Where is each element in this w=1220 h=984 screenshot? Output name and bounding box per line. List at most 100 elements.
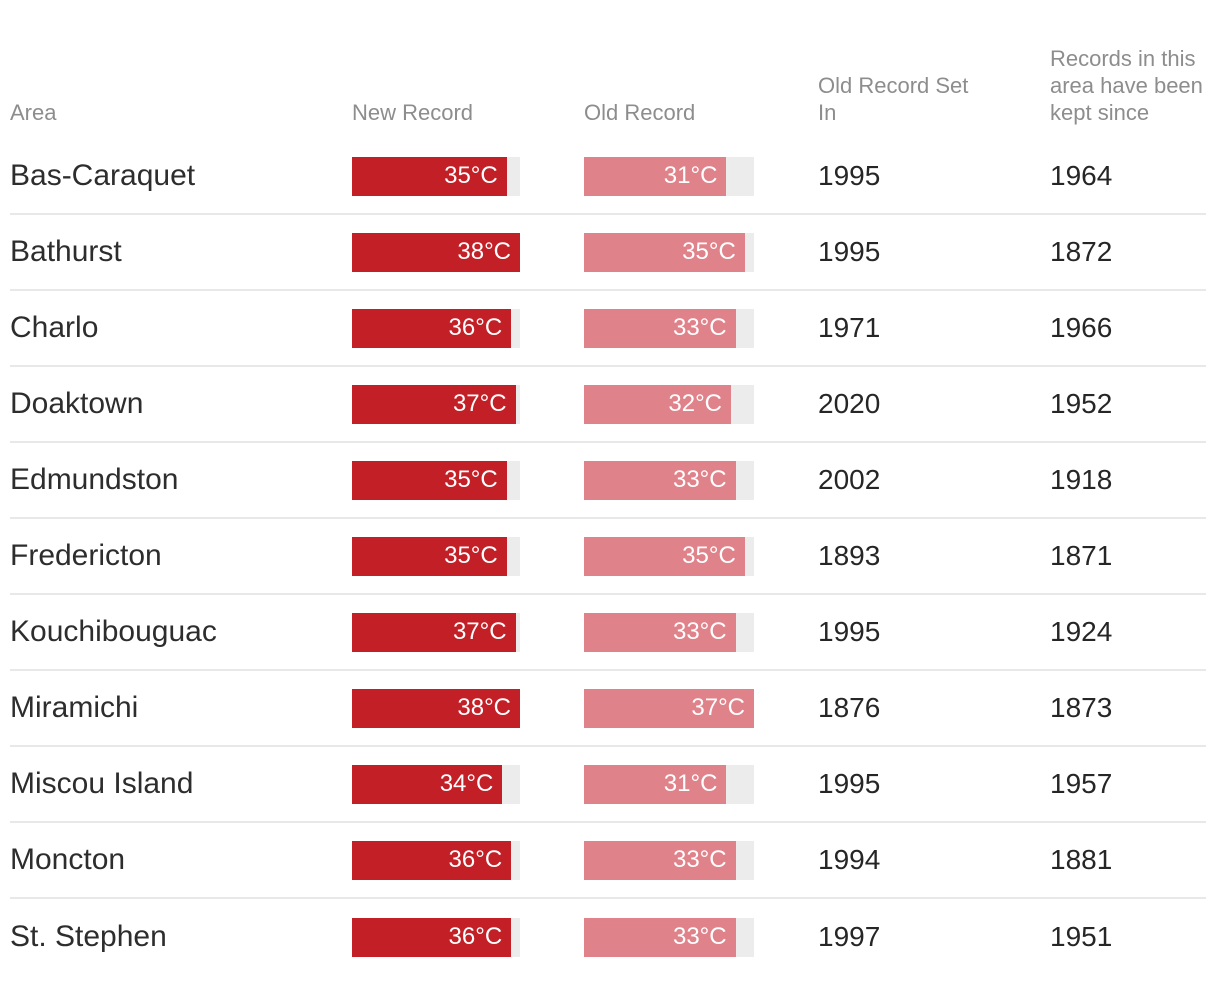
old-record-bar: 32°C bbox=[584, 384, 732, 424]
new-record-bar-track: 37°C bbox=[352, 384, 520, 424]
new-record-bar-cell: 36°C bbox=[352, 840, 584, 880]
header-records-kept-since: Records in this area have been kept sinc… bbox=[1050, 46, 1203, 125]
records-kept-since-value: 1918 bbox=[1050, 464, 1113, 495]
records-kept-since-value: 1952 bbox=[1050, 388, 1113, 419]
old-record-bar: 31°C bbox=[584, 156, 727, 196]
records-kept-since-value: 1881 bbox=[1050, 844, 1113, 875]
old-record-bar: 35°C bbox=[584, 232, 745, 272]
old-record-set-in-value: 2002 bbox=[818, 464, 881, 495]
old-record-bar-cell: 31°C bbox=[584, 156, 818, 196]
old-record-bar-cell: 35°C bbox=[584, 232, 818, 272]
new-record-bar-label: 38°C bbox=[457, 694, 511, 721]
new-record-bar: 38°C bbox=[352, 232, 520, 272]
table-row: Miramichi 38°C 37°C 1876 1873 bbox=[10, 671, 1206, 747]
area-label: Bas-Caraquet bbox=[10, 159, 196, 192]
old-record-bar: 35°C bbox=[584, 536, 745, 576]
new-record-bar: 36°C bbox=[352, 308, 512, 348]
new-record-bar: 37°C bbox=[352, 612, 516, 652]
old-record-bar-label: 33°C bbox=[672, 314, 727, 341]
old-record-bar: 33°C bbox=[584, 917, 736, 957]
table-row: Doaktown 37°C 32°C 2020 1952 bbox=[10, 367, 1206, 443]
old-record-bar-track: 33°C bbox=[584, 460, 754, 500]
new-record-bar-label: 36°C bbox=[448, 314, 503, 341]
new-record-bar: 36°C bbox=[352, 917, 512, 957]
old-record-set-in-value: 1995 bbox=[818, 160, 881, 191]
new-record-bar: 35°C bbox=[352, 156, 507, 196]
old-record-set-in-value: 1995 bbox=[818, 236, 881, 267]
old-record-bar-track: 33°C bbox=[584, 917, 754, 957]
new-record-bar: 37°C bbox=[352, 384, 516, 424]
old-record-bar-track: 35°C bbox=[584, 232, 754, 272]
old-record-bar-label: 31°C bbox=[663, 162, 718, 189]
old-record-bar-cell: 31°C bbox=[584, 764, 818, 804]
old-record-bar-track: 33°C bbox=[584, 308, 754, 348]
new-record-bar-label: 36°C bbox=[448, 846, 503, 873]
new-record-bar: 34°C bbox=[352, 764, 503, 804]
new-record-bar-label: 37°C bbox=[452, 618, 507, 645]
new-record-bar-cell: 37°C bbox=[352, 612, 584, 652]
old-record-set-in-value: 1876 bbox=[818, 692, 881, 723]
table-row: St. Stephen 36°C 33°C 1997 1951 bbox=[10, 899, 1206, 975]
area-label: Edmundston bbox=[10, 463, 179, 496]
new-record-bar: 35°C bbox=[352, 460, 507, 500]
table-row: Bathurst 38°C 35°C 1995 1872 bbox=[10, 215, 1206, 291]
new-record-bar: 36°C bbox=[352, 840, 512, 880]
old-record-bar: 31°C bbox=[584, 764, 727, 804]
new-record-bar-cell: 38°C bbox=[352, 232, 584, 272]
new-record-bar-label: 36°C bbox=[448, 923, 503, 950]
new-record-bar-cell: 35°C bbox=[352, 460, 584, 500]
old-record-bar-track: 37°C bbox=[584, 688, 754, 728]
old-record-bar: 37°C bbox=[584, 688, 754, 728]
new-record-bar: 38°C bbox=[352, 688, 520, 728]
table-row: Charlo 36°C 33°C 1971 1966 bbox=[10, 291, 1206, 367]
new-record-bar-track: 35°C bbox=[352, 536, 520, 576]
old-record-bar-cell: 33°C bbox=[584, 308, 818, 348]
old-record-bar-label: 33°C bbox=[672, 618, 727, 645]
old-record-bar-cell: 37°C bbox=[584, 688, 818, 728]
new-record-bar-track: 38°C bbox=[352, 688, 520, 728]
records-kept-since-value: 1964 bbox=[1050, 160, 1113, 191]
area-label: Kouchibouguac bbox=[10, 615, 217, 648]
table-header-row: Area New Record Old Record Old Record Se… bbox=[10, 0, 1206, 139]
old-record-bar-cell: 33°C bbox=[584, 612, 818, 652]
area-label: Miramichi bbox=[10, 691, 139, 724]
header-old-record-set-in: Old Record Set In bbox=[818, 73, 969, 125]
old-record-set-in-value: 1995 bbox=[818, 616, 881, 647]
area-label: Moncton bbox=[10, 843, 126, 876]
new-record-bar-cell: 38°C bbox=[352, 688, 584, 728]
table-row: Miscou Island 34°C 31°C 1995 1957 bbox=[10, 747, 1206, 823]
header-area: Area bbox=[10, 100, 57, 125]
new-record-bar-label: 35°C bbox=[444, 542, 498, 569]
old-record-bar-label: 35°C bbox=[682, 238, 736, 265]
records-kept-since-value: 1872 bbox=[1050, 236, 1113, 267]
old-record-bar-track: 35°C bbox=[584, 536, 754, 576]
table-row: Edmundston 35°C 33°C 2002 1918 bbox=[10, 443, 1206, 519]
new-record-bar-track: 36°C bbox=[352, 308, 520, 348]
records-kept-since-value: 1951 bbox=[1050, 921, 1113, 952]
area-label: Fredericton bbox=[10, 539, 162, 572]
old-record-set-in-value: 1997 bbox=[818, 921, 881, 952]
old-record-set-in-value: 1995 bbox=[818, 768, 881, 799]
old-record-set-in-value: 1893 bbox=[818, 540, 881, 571]
old-record-bar-cell: 35°C bbox=[584, 536, 818, 576]
old-record-bar-cell: 33°C bbox=[584, 460, 818, 500]
records-kept-since-value: 1873 bbox=[1050, 692, 1113, 723]
area-label: Miscou Island bbox=[10, 767, 194, 800]
old-record-bar-track: 33°C bbox=[584, 612, 754, 652]
table-row: Moncton 36°C 33°C 1994 1881 bbox=[10, 823, 1206, 899]
new-record-bar-label: 35°C bbox=[444, 162, 498, 189]
old-record-set-in-value: 1994 bbox=[818, 844, 881, 875]
header-new-record: New Record bbox=[352, 100, 474, 125]
old-record-bar-track: 32°C bbox=[584, 384, 754, 424]
new-record-bar-cell: 36°C bbox=[352, 308, 584, 348]
old-record-bar-label: 33°C bbox=[672, 923, 727, 950]
table-row: Bas-Caraquet 35°C 31°C 1995 1964 bbox=[10, 139, 1206, 215]
area-label: Doaktown bbox=[10, 387, 144, 420]
new-record-bar-track: 35°C bbox=[352, 156, 520, 196]
new-record-bar-label: 37°C bbox=[452, 390, 507, 417]
table-row: Kouchibouguac 37°C 33°C 1995 1924 bbox=[10, 595, 1206, 671]
new-record-bar-cell: 35°C bbox=[352, 536, 584, 576]
new-record-bar-label: 35°C bbox=[444, 466, 498, 493]
records-kept-since-value: 1871 bbox=[1050, 540, 1113, 571]
new-record-bar-label: 34°C bbox=[439, 770, 494, 797]
